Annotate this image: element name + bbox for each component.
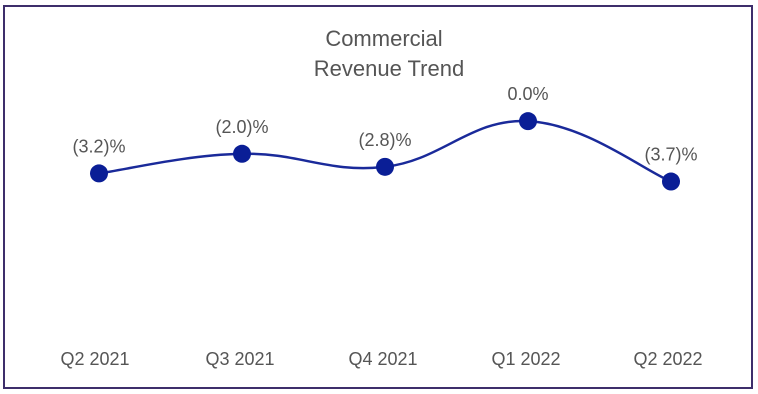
x-tick-group: Q2 2021 Q3 2021 Q4 2021 Q1 2022 Q2 2022 xyxy=(60,349,702,369)
data-point-1 xyxy=(90,164,108,183)
data-label-2: (2.0)% xyxy=(215,117,268,137)
x-tick-label-3: Q4 2021 xyxy=(348,349,417,369)
x-tick-label-4: Q1 2022 xyxy=(491,349,560,369)
x-tick-label-2: Q3 2021 xyxy=(205,349,274,369)
data-point-3 xyxy=(376,157,394,176)
data-label-1: (3.2)% xyxy=(72,136,125,156)
data-label-3: (2.8)% xyxy=(358,130,411,150)
data-label-4: 0.0% xyxy=(507,84,548,104)
chart-title-line-2: Revenue Trend xyxy=(314,56,464,81)
x-tick-label-5: Q2 2022 xyxy=(633,349,702,369)
data-point-4 xyxy=(519,112,537,131)
data-point-2 xyxy=(233,144,251,163)
chart-title-line-1: Commercial xyxy=(325,26,442,51)
data-label-group: (3.2)% (2.0)% (2.8)% 0.0% (3.7)% xyxy=(72,84,697,164)
chart-frame xyxy=(3,5,753,389)
x-tick-label-1: Q2 2021 xyxy=(60,349,129,369)
marker-group xyxy=(90,112,680,191)
data-label-5: (3.7)% xyxy=(644,145,697,165)
data-point-5 xyxy=(662,172,680,191)
